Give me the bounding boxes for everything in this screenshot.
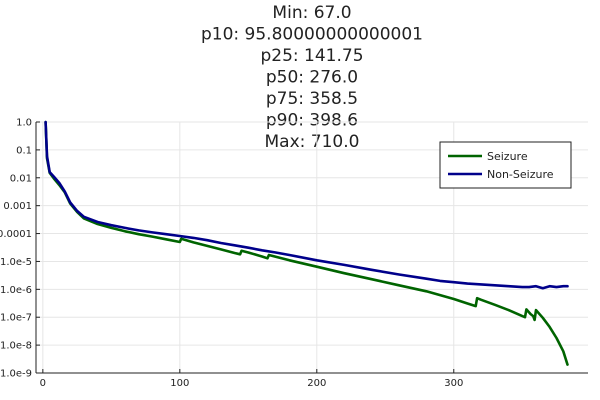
y-tick-label: 0.001 [3, 201, 32, 212]
x-tick-label: 100 [170, 378, 189, 389]
y-tick-label: 0.1 [16, 145, 32, 156]
y-tick-label: 1.0e-5 [0, 257, 32, 268]
title-line: Min: 67.0 [272, 3, 351, 23]
title-line: p90: 398.6 [266, 111, 358, 131]
x-tick-label: 200 [307, 378, 326, 389]
title-line: p25: 141.75 [260, 46, 363, 66]
title-line: p75: 358.5 [266, 89, 358, 109]
title-line: p10: 95.80000000000001 [201, 25, 423, 45]
y-tick-label: 1.0 [16, 118, 32, 129]
y-tick-label: 1.0e-9 [0, 369, 32, 380]
y-tick-label: 0.01 [10, 173, 32, 184]
y-tick-label: 0.0001 [0, 229, 32, 240]
legend: Seizure Non-Seizure [439, 141, 572, 189]
y-tick-label: 1.0e-6 [0, 285, 32, 296]
axes: 0 100 200 300 1.0e-9 1.0e-8 1.0e-7 1.0e-6 1.0e-5… [0, 118, 588, 389]
y-tick-label: 1.0e-7 [0, 313, 32, 324]
y-tick-label: 1.0e-8 [0, 341, 32, 352]
x-tick-label: 300 [444, 378, 463, 389]
series-line-seizure [44, 120, 569, 366]
series-line-non-seizure [44, 120, 569, 290]
legend-box [439, 141, 572, 189]
legend-label: Seizure [487, 150, 528, 163]
legend-label: Non-Seizure [487, 168, 554, 181]
title-line: p50: 276.0 [266, 68, 358, 88]
x-tick-label: 0 [40, 378, 46, 389]
series-lines [44, 120, 569, 366]
title-line: Max: 710.0 [265, 132, 360, 152]
